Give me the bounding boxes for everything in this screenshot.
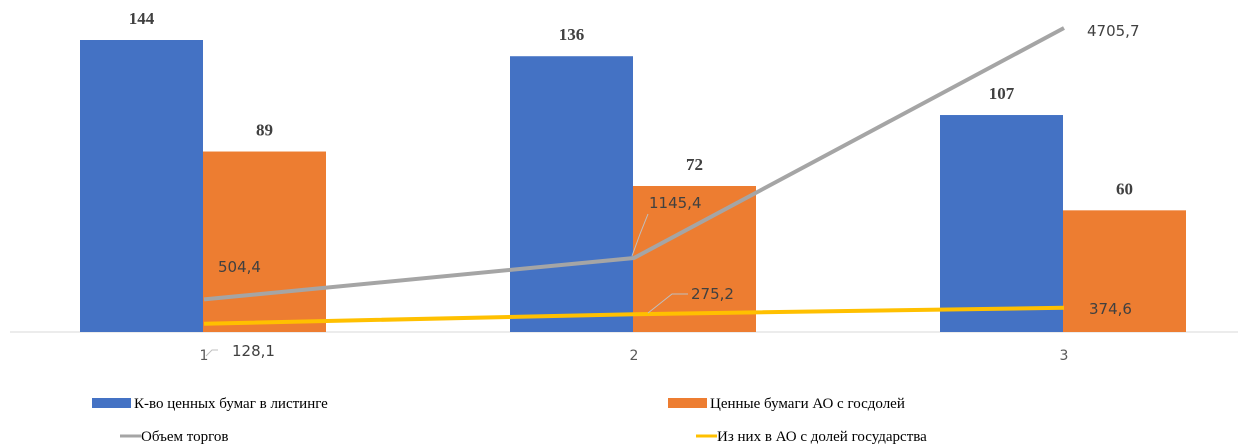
legend-swatch-2 bbox=[668, 398, 707, 408]
bar-data-label: 107 bbox=[989, 84, 1015, 103]
bar-1-3 bbox=[940, 115, 1063, 332]
legend-label: Из них в АО с долей государства bbox=[717, 429, 927, 445]
x-tick-label: 2 bbox=[630, 348, 639, 364]
legend: К-во ценных бумаг в листинге Ценные бумаг… bbox=[92, 396, 927, 445]
line-data-label: 1145,4 bbox=[649, 194, 702, 212]
bar-data-label: 144 bbox=[129, 9, 155, 28]
bar-data-label: 72 bbox=[686, 155, 703, 174]
bar-data-label: 89 bbox=[256, 121, 273, 140]
line-data-label: 128,1 bbox=[232, 342, 275, 360]
legend-swatch-1 bbox=[92, 398, 131, 408]
legend-label: К-во ценных бумаг в листинге bbox=[134, 396, 328, 412]
x-tick-label: 3 bbox=[1060, 348, 1069, 364]
bar-data-label: 60 bbox=[1116, 179, 1133, 198]
bar-data-label: 136 bbox=[559, 25, 585, 44]
line-series-1 bbox=[204, 28, 1064, 299]
line-data-label: 374,6 bbox=[1089, 300, 1132, 318]
x-tick-label: 1 bbox=[200, 348, 209, 364]
legend-label: Объем торгов bbox=[141, 429, 228, 445]
x-tick-labels: 1 2 3 bbox=[200, 348, 1069, 364]
line-data-label: 504,4 bbox=[218, 258, 261, 276]
bar-2-1 bbox=[203, 152, 326, 332]
line-data-label: 4705,7 bbox=[1087, 22, 1140, 40]
bar-1-1 bbox=[80, 40, 203, 332]
legend-label: Ценные бумаги АО с госдолей bbox=[710, 396, 905, 412]
bar-1-2 bbox=[510, 56, 633, 332]
line-data-label: 275,2 bbox=[691, 285, 734, 303]
bars-layer bbox=[80, 40, 1186, 332]
